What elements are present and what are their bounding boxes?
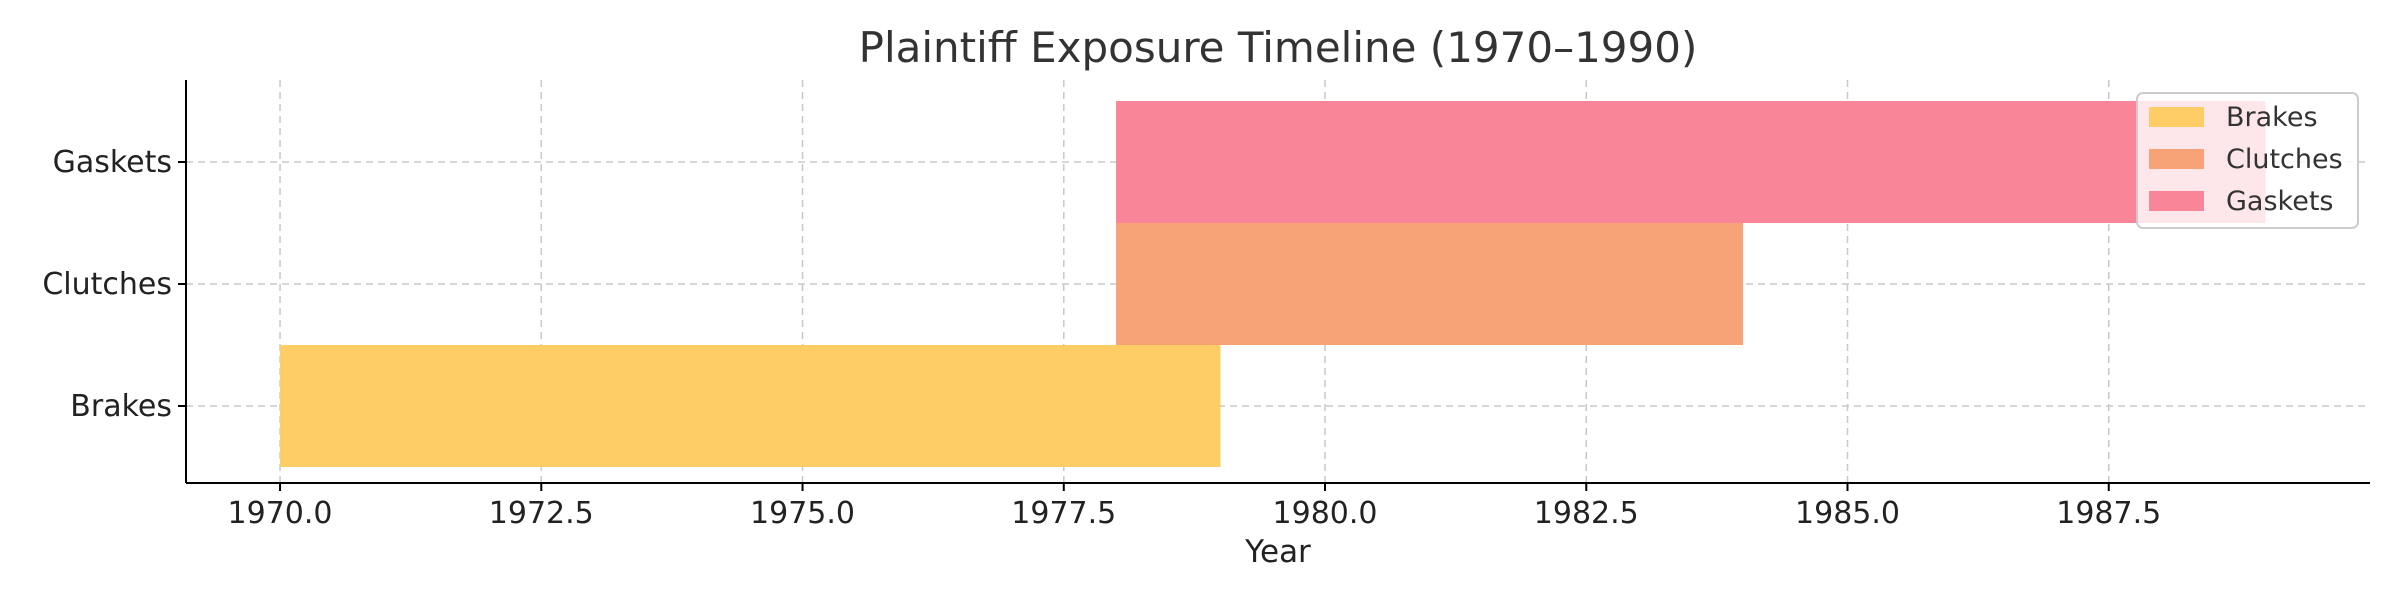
y-tick-label: Brakes xyxy=(70,389,172,424)
x-tick-label: 1987.5 xyxy=(2056,496,2161,531)
x-axis-label: Year xyxy=(1244,534,1311,570)
legend-swatch-brakes xyxy=(2149,107,2204,127)
legend: Brakes Clutches Gaskets xyxy=(2136,92,2359,229)
bar-clutches xyxy=(1116,223,1744,345)
legend-label-clutches: Clutches xyxy=(2226,144,2343,175)
legend-swatch-clutches xyxy=(2149,149,2204,169)
y-tick-label: Gaskets xyxy=(53,145,172,180)
x-tick-label: 1977.5 xyxy=(1011,496,1116,531)
bars-layer xyxy=(280,101,2266,467)
legend-label-brakes: Brakes xyxy=(2226,102,2318,133)
axes: 1970.0 1972.5 1975.0 1977.5 1980.0 1982.5 1985… xyxy=(42,80,2370,531)
legend-label-gaskets: Gaskets xyxy=(2226,186,2333,217)
x-tick-label: 1975.0 xyxy=(750,496,855,531)
y-tick-label: Clutches xyxy=(42,267,172,302)
x-tick-label: 1980.0 xyxy=(1273,496,1378,531)
bar-brakes xyxy=(280,345,1221,467)
x-tick-label: 1982.5 xyxy=(1534,496,1639,531)
x-tick-label: 1970.0 xyxy=(228,496,333,531)
bar-gaskets xyxy=(1116,101,2266,223)
legend-swatch-gaskets xyxy=(2149,191,2204,211)
x-tick-label: 1985.0 xyxy=(1795,496,1900,531)
x-tick-label: 1972.5 xyxy=(489,496,594,531)
chart-title: Plaintiff Exposure Timeline (1970–1990) xyxy=(859,23,1698,72)
